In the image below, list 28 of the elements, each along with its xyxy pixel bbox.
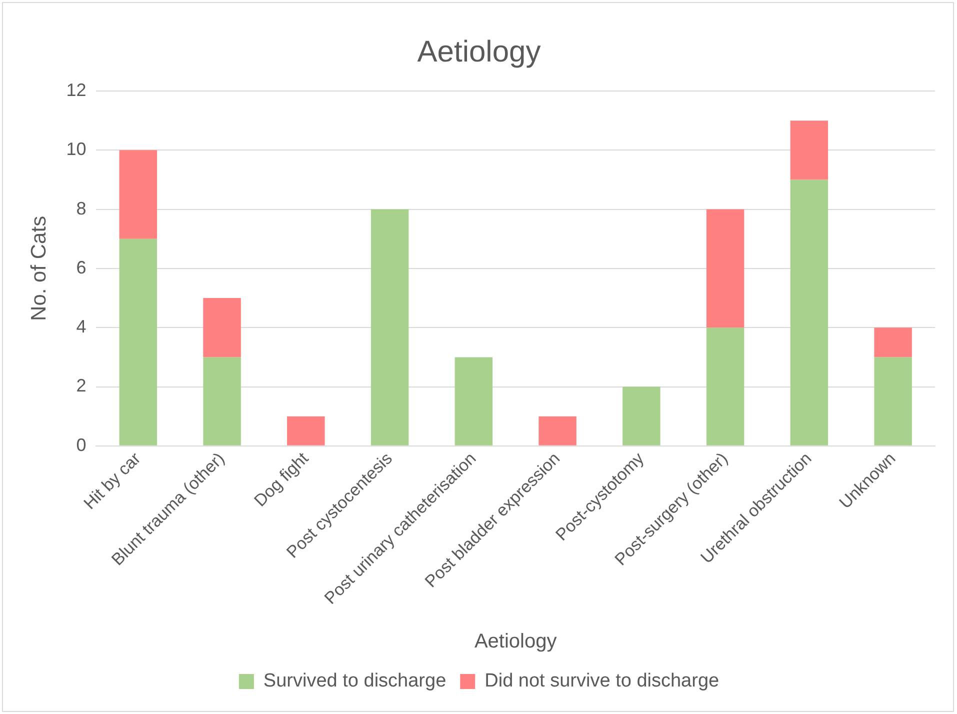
- bar: [203, 298, 241, 358]
- y-axis-title: No. of Cats: [27, 216, 50, 321]
- bar: [706, 209, 744, 328]
- x-tick-label: Dog fight: [250, 448, 312, 510]
- bar: [622, 386, 660, 446]
- bar: [287, 416, 325, 446]
- bar: [203, 357, 241, 446]
- chart-title: Aetiology: [417, 35, 541, 68]
- y-tick-label: 0: [76, 434, 86, 455]
- bar: [874, 328, 912, 358]
- legend-label: Survived to discharge: [263, 670, 446, 692]
- y-tick-label: 10: [66, 139, 86, 160]
- y-tick-label: 6: [76, 257, 86, 278]
- bar: [370, 209, 409, 446]
- x-axis-title: Aetiology: [474, 630, 557, 653]
- y-tick-label: 8: [76, 198, 86, 218]
- y-tick-label: 4: [76, 316, 86, 337]
- bar: [119, 238, 158, 446]
- bar: [454, 357, 493, 446]
- bar: [706, 328, 744, 446]
- bar: [790, 120, 828, 180]
- y-tick-label: 2: [76, 376, 86, 396]
- bar: [538, 416, 576, 446]
- bar: [874, 357, 912, 446]
- legend-label: Did not survive to discharge: [484, 670, 720, 692]
- bar: [119, 150, 158, 239]
- bar: [790, 180, 828, 446]
- y-tick-label: 12: [66, 80, 86, 100]
